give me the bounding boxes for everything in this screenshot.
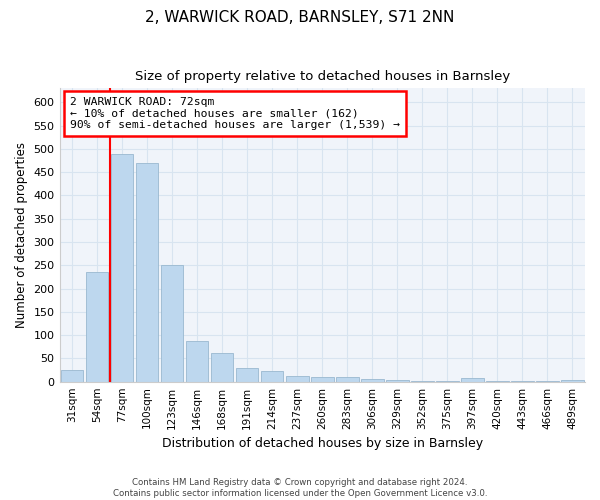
Text: 2, WARWICK ROAD, BARNSLEY, S71 2NN: 2, WARWICK ROAD, BARNSLEY, S71 2NN (145, 10, 455, 25)
Bar (186, 340, 208, 382)
Bar (561, 380, 584, 382)
Bar (86, 272, 109, 382)
Bar (61, 370, 83, 382)
Bar (161, 266, 184, 382)
Bar (261, 372, 283, 382)
Y-axis label: Number of detached properties: Number of detached properties (15, 142, 28, 328)
Bar (486, 380, 509, 382)
Bar (386, 380, 409, 382)
Bar (336, 377, 359, 382)
Title: Size of property relative to detached houses in Barnsley: Size of property relative to detached ho… (134, 70, 510, 83)
X-axis label: Distribution of detached houses by size in Barnsley: Distribution of detached houses by size … (162, 437, 483, 450)
Bar (361, 380, 383, 382)
Bar (236, 368, 259, 382)
Bar (211, 353, 233, 382)
Bar (311, 377, 334, 382)
Bar (461, 378, 484, 382)
Bar (286, 376, 308, 382)
Bar (436, 380, 458, 382)
Bar (136, 163, 158, 382)
Text: Contains HM Land Registry data © Crown copyright and database right 2024.
Contai: Contains HM Land Registry data © Crown c… (113, 478, 487, 498)
Bar (111, 154, 133, 382)
Bar (411, 380, 434, 382)
Text: 2 WARWICK ROAD: 72sqm
← 10% of detached houses are smaller (162)
90% of semi-det: 2 WARWICK ROAD: 72sqm ← 10% of detached … (70, 97, 400, 130)
